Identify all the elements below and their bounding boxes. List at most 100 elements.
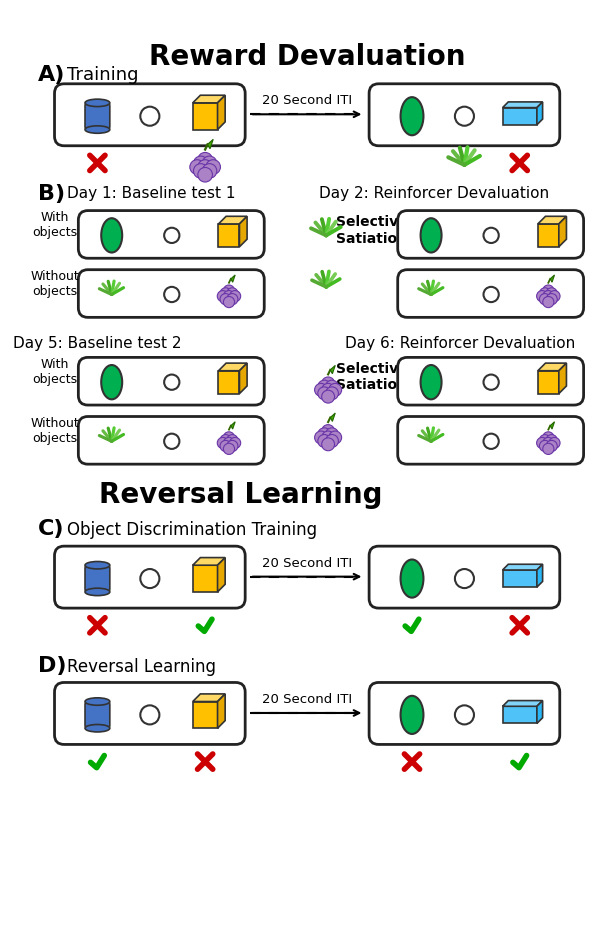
FancyBboxPatch shape [369, 546, 560, 608]
Circle shape [193, 164, 208, 179]
Circle shape [220, 294, 231, 305]
Circle shape [543, 285, 554, 296]
FancyBboxPatch shape [218, 371, 239, 394]
Circle shape [484, 287, 499, 302]
Ellipse shape [85, 99, 110, 107]
Circle shape [230, 438, 241, 449]
Circle shape [220, 435, 231, 446]
Ellipse shape [421, 365, 442, 399]
Circle shape [164, 287, 179, 302]
Polygon shape [218, 557, 225, 592]
FancyBboxPatch shape [369, 84, 560, 146]
FancyBboxPatch shape [398, 416, 584, 464]
Circle shape [202, 164, 217, 179]
Circle shape [546, 288, 557, 299]
Circle shape [140, 569, 160, 588]
Circle shape [217, 291, 229, 302]
Polygon shape [231, 422, 235, 429]
Polygon shape [193, 557, 225, 566]
Circle shape [326, 435, 338, 448]
Text: C): C) [38, 520, 65, 539]
Text: Without
objects: Without objects [30, 270, 79, 298]
Polygon shape [538, 216, 566, 223]
Circle shape [329, 431, 341, 444]
Circle shape [223, 438, 235, 449]
Polygon shape [218, 694, 225, 728]
Text: 20 Second ITI: 20 Second ITI [262, 557, 352, 569]
Circle shape [227, 440, 238, 452]
Circle shape [322, 377, 335, 390]
Polygon shape [193, 95, 225, 103]
Text: B): B) [38, 184, 65, 204]
Circle shape [223, 432, 235, 443]
Circle shape [220, 288, 231, 299]
Circle shape [227, 288, 238, 299]
Text: 20 Second ITI: 20 Second ITI [262, 693, 352, 706]
Circle shape [198, 160, 212, 174]
Text: 20 Second ITI: 20 Second ITI [262, 94, 352, 108]
Circle shape [543, 432, 554, 443]
Circle shape [223, 443, 235, 454]
Polygon shape [193, 694, 225, 701]
Circle shape [230, 291, 241, 302]
FancyBboxPatch shape [503, 108, 537, 124]
Circle shape [227, 435, 238, 446]
Circle shape [543, 291, 554, 302]
Circle shape [549, 291, 560, 302]
Circle shape [322, 383, 335, 396]
Circle shape [164, 434, 179, 449]
Text: D): D) [38, 655, 67, 676]
Polygon shape [538, 363, 566, 371]
Ellipse shape [401, 559, 424, 597]
Polygon shape [239, 216, 247, 247]
Text: Reversal Learning: Reversal Learning [67, 657, 216, 676]
Circle shape [546, 294, 557, 305]
FancyBboxPatch shape [503, 570, 537, 587]
Circle shape [318, 387, 331, 400]
Polygon shape [218, 95, 225, 130]
Polygon shape [208, 139, 213, 149]
FancyBboxPatch shape [398, 269, 584, 317]
Circle shape [193, 156, 208, 171]
Circle shape [314, 383, 328, 396]
Ellipse shape [401, 97, 424, 136]
Text: Training: Training [67, 65, 139, 83]
Ellipse shape [85, 126, 110, 134]
Circle shape [223, 291, 235, 302]
Circle shape [543, 443, 554, 454]
Circle shape [539, 440, 551, 452]
Text: A): A) [38, 65, 65, 85]
FancyBboxPatch shape [503, 706, 537, 724]
Text: Selective
Satiation: Selective Satiation [336, 215, 407, 246]
FancyBboxPatch shape [398, 357, 584, 405]
Polygon shape [330, 366, 335, 374]
Text: With
objects: With objects [32, 211, 77, 238]
Circle shape [140, 705, 160, 725]
Text: Day 6: Reinforcer Devaluation: Day 6: Reinforcer Devaluation [344, 337, 575, 352]
Circle shape [549, 438, 560, 449]
Circle shape [227, 294, 238, 305]
Text: Reversal Learning: Reversal Learning [98, 482, 382, 510]
Circle shape [455, 107, 474, 125]
Text: Without
objects: Without objects [30, 417, 79, 445]
FancyBboxPatch shape [55, 84, 245, 146]
FancyBboxPatch shape [85, 103, 110, 130]
Ellipse shape [401, 696, 424, 734]
Ellipse shape [101, 218, 122, 252]
Circle shape [190, 160, 205, 174]
Ellipse shape [85, 588, 110, 596]
FancyBboxPatch shape [218, 223, 239, 247]
Circle shape [164, 228, 179, 243]
Polygon shape [218, 216, 247, 223]
FancyBboxPatch shape [538, 371, 559, 394]
Polygon shape [231, 275, 235, 282]
FancyBboxPatch shape [193, 566, 218, 592]
Polygon shape [550, 275, 554, 282]
Circle shape [206, 160, 220, 174]
Polygon shape [218, 363, 247, 371]
Polygon shape [503, 564, 542, 570]
FancyBboxPatch shape [79, 269, 264, 317]
FancyBboxPatch shape [398, 210, 584, 258]
FancyBboxPatch shape [55, 546, 245, 608]
FancyBboxPatch shape [79, 357, 264, 405]
